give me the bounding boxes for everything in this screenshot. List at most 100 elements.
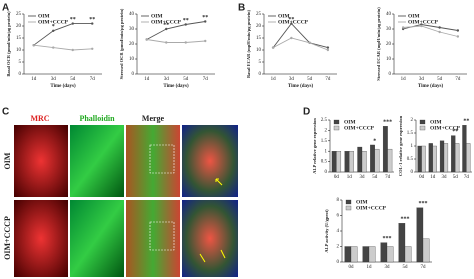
bar (416, 207, 424, 263)
y-tick-label: 20 (129, 42, 135, 47)
bar (374, 148, 380, 173)
marker (165, 27, 168, 31)
x-tick-label: 7d (325, 77, 331, 82)
bar (387, 148, 393, 173)
annotation: *** (383, 120, 392, 126)
y-tick-label: 40 (129, 12, 135, 17)
y-tick-label: 0 (389, 72, 392, 77)
line (272, 22, 328, 49)
bar (404, 246, 412, 263)
bar (428, 143, 433, 173)
marker (420, 24, 423, 28)
x-tick-label: 5d (372, 175, 378, 180)
x-tick-label: 5d (437, 77, 443, 82)
y-tick-label: 5 (259, 60, 262, 65)
marker (401, 26, 405, 29)
row-label: OIM+CCCP (3, 216, 12, 260)
y-tick-label: 2.5 (321, 118, 328, 123)
bar (344, 246, 352, 263)
bar (398, 223, 406, 263)
x-tick-label: 7d (90, 77, 96, 82)
annotation: *** (419, 201, 428, 207)
bar (344, 151, 350, 173)
legend-label: OIM (278, 13, 290, 19)
x-tick-label: 0d (349, 265, 355, 270)
x-tick-label: 7d (464, 175, 470, 180)
legend-label: OIM (356, 199, 368, 205)
bar (349, 151, 354, 173)
y-tick-label: 8 (337, 198, 340, 203)
y-axis-label: COL-1 relative gene expression (398, 115, 403, 176)
y-tick-label: 6 (337, 214, 340, 219)
y-tick-label: 10 (16, 48, 22, 53)
bar (362, 246, 370, 263)
marker (184, 23, 187, 26)
y-tick-label: 1.5 (321, 139, 328, 144)
marker (326, 46, 330, 49)
x-tick-label: 1d (401, 77, 407, 82)
y-tick-label: 25 (16, 12, 22, 17)
column-label: Merge (142, 114, 165, 123)
legend-label: OIM (344, 119, 356, 125)
legend-swatch (333, 125, 340, 131)
x-tick-label: 5d (453, 175, 459, 180)
marker (290, 36, 293, 40)
y-tick-label: 10 (256, 48, 262, 53)
marker (308, 41, 311, 44)
x-tick-label: 3d (360, 175, 366, 180)
y-tick-label: 25 (256, 12, 262, 17)
legend-label: OIM+CCCP (408, 19, 439, 25)
marker (326, 48, 330, 52)
micrographs (14, 125, 238, 277)
marker (438, 26, 441, 29)
y-tick-label: 1 (325, 149, 328, 154)
bar (336, 151, 342, 173)
bar (368, 246, 376, 263)
marker (52, 29, 55, 32)
panel-label: A (2, 3, 9, 14)
x-axis-label: Time (days) (288, 84, 314, 89)
marker (271, 46, 275, 49)
y-tick-label: 5 (19, 60, 22, 65)
x-tick-label: 0d (419, 175, 425, 180)
bar (466, 143, 471, 173)
x-axis-label: Time (days) (163, 84, 189, 89)
annotation: * (52, 24, 55, 30)
bar (331, 151, 337, 173)
y-tick-label: 2 (337, 245, 340, 250)
line (33, 23, 93, 46)
bar (422, 238, 430, 263)
y-tick-label: 0 (259, 72, 262, 77)
x-tick-label: 7d (421, 265, 427, 270)
bar (370, 144, 375, 173)
y-axis-label: Basal ECAR (mpH/min/μg protein) (246, 9, 251, 78)
marker (438, 30, 441, 34)
y-tick-label: 0.5 (407, 157, 414, 162)
y-axis-label: Stressed OCR (pmol/min/μg protein) (119, 8, 124, 79)
x-tick-label: 1d (144, 77, 150, 82)
y-tick-label: 20 (16, 24, 22, 29)
annotation: *** (383, 236, 392, 242)
marker (165, 41, 168, 44)
x-tick-label: 1d (347, 175, 353, 180)
y-tick-label: 20 (386, 42, 392, 47)
bar (386, 246, 394, 263)
y-tick-label: 30 (129, 27, 135, 32)
x-tick-label: 5d (403, 265, 409, 270)
marker (91, 47, 94, 50)
x-tick-label: 1d (31, 77, 37, 82)
y-tick-label: 40 (386, 12, 392, 17)
line (403, 25, 458, 37)
legend-label: OIM+CCCP (151, 19, 182, 25)
x-tick-label: 7d (203, 77, 209, 82)
x-tick-label: 3d (419, 77, 425, 82)
panel-label: B (238, 3, 245, 14)
y-tick-label: 20 (256, 24, 262, 29)
marker (32, 44, 35, 47)
legend-label: OIM+CCCP (38, 19, 69, 25)
bar (380, 242, 388, 263)
y-tick-label: 4 (337, 229, 340, 234)
y-axis-label: Stressed ECAR (mpH/min/μg protein) (376, 7, 381, 81)
y-tick-label: 15 (16, 36, 22, 41)
